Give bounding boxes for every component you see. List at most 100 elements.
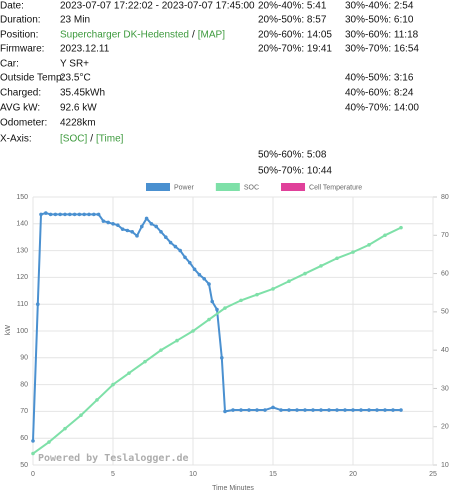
point (215, 307, 219, 312)
info-link[interactable]: [MAP] (198, 30, 225, 41)
point (287, 408, 291, 412)
y-tick-label: 60 (20, 435, 28, 442)
point (68, 212, 72, 217)
soc-stat: 30%-60%: 11:18 (345, 30, 419, 41)
point (111, 382, 115, 387)
x-tick-label: 10 (189, 471, 197, 478)
y-tick-label: 120 (16, 274, 28, 281)
point (87, 212, 91, 217)
point (335, 256, 339, 261)
soc-stat: 50%-60%: 5:08 (258, 150, 327, 161)
y-tick-label: 70 (20, 408, 28, 415)
point (279, 408, 283, 412)
point (82, 212, 86, 217)
point (149, 222, 154, 226)
point (44, 211, 48, 215)
soc-stat: 20%-50%: 8:57 (258, 15, 327, 26)
point (188, 260, 192, 265)
point (247, 408, 251, 412)
point (72, 212, 77, 217)
info-label: Outside Temp: (0, 73, 64, 84)
point (63, 426, 67, 431)
point (164, 235, 168, 239)
point (255, 408, 259, 412)
legend-swatch (215, 183, 240, 191)
point (183, 255, 187, 260)
point (106, 220, 110, 225)
soc-stat: 30%-50%: 6:10 (345, 15, 414, 26)
point (168, 240, 173, 245)
info-value: 23 Min (60, 15, 90, 26)
y-tick-label: 110 (17, 301, 28, 308)
point (191, 329, 195, 333)
point (335, 408, 339, 412)
point (31, 451, 35, 456)
y-tick-label: 80 (20, 381, 28, 388)
y-tick-label: 130 (16, 247, 28, 254)
point (391, 408, 395, 412)
watermark: Powered by Teslalogger.de (38, 453, 189, 464)
point (47, 440, 51, 444)
point (383, 408, 387, 412)
point (159, 348, 163, 352)
legend-swatch (146, 183, 170, 191)
info-value: 23.5°C (60, 73, 91, 84)
y2-tick-label: 20 (441, 424, 449, 431)
soc-stat: 20%-40%: 5:41 (258, 1, 327, 12)
info-label: Position: (0, 30, 38, 41)
point (140, 224, 144, 229)
point (202, 276, 206, 281)
point (31, 439, 35, 443)
info-label: Car: (0, 59, 19, 70)
legend-label: Cell Temperature (309, 184, 362, 191)
point (367, 243, 371, 247)
y-tick-label: 50 (20, 462, 28, 469)
y2-tick-label: 40 (441, 347, 449, 354)
y-axis-label: kW (5, 325, 12, 336)
y2-tick-label: 70 (441, 232, 449, 239)
soc-stat: 40%-60%: 8:24 (345, 88, 414, 99)
point (231, 408, 235, 412)
info-value: 35.45kWh (60, 88, 105, 99)
point (178, 248, 182, 253)
info-link[interactable]: [SOC] (60, 134, 87, 145)
point (287, 279, 291, 284)
point (154, 224, 158, 229)
info-label: Odometer: (0, 118, 47, 129)
point (210, 299, 214, 304)
point (92, 212, 96, 217)
point (327, 408, 331, 412)
info-separator: / (192, 30, 195, 41)
point (351, 250, 355, 254)
point (375, 408, 379, 412)
info-link[interactable]: Supercharger DK-Hedensted (60, 30, 189, 41)
y-tick-label: 150 (16, 194, 28, 201)
point (399, 225, 403, 230)
point (127, 371, 131, 375)
point (367, 408, 371, 412)
point (207, 282, 211, 286)
info-link[interactable]: [Time] (96, 134, 124, 145)
point (111, 222, 115, 226)
info-label: Duration: (0, 15, 41, 26)
y-tick-label: 90 (20, 355, 28, 362)
x-tick-label: 25 (429, 471, 437, 478)
point (359, 408, 363, 412)
y-tick-label: 140 (16, 221, 28, 228)
point (48, 212, 53, 217)
point (101, 219, 106, 223)
point (383, 233, 387, 238)
point (79, 413, 83, 418)
point (399, 408, 403, 412)
point (223, 306, 227, 310)
point (143, 359, 147, 364)
point (343, 408, 347, 412)
y-tick-label: 100 (16, 328, 28, 335)
y2-tick-label: 60 (441, 270, 449, 277)
point (197, 272, 202, 277)
point (192, 267, 197, 272)
point (303, 271, 307, 276)
point (173, 244, 178, 249)
point (159, 230, 163, 234)
point (125, 228, 130, 233)
